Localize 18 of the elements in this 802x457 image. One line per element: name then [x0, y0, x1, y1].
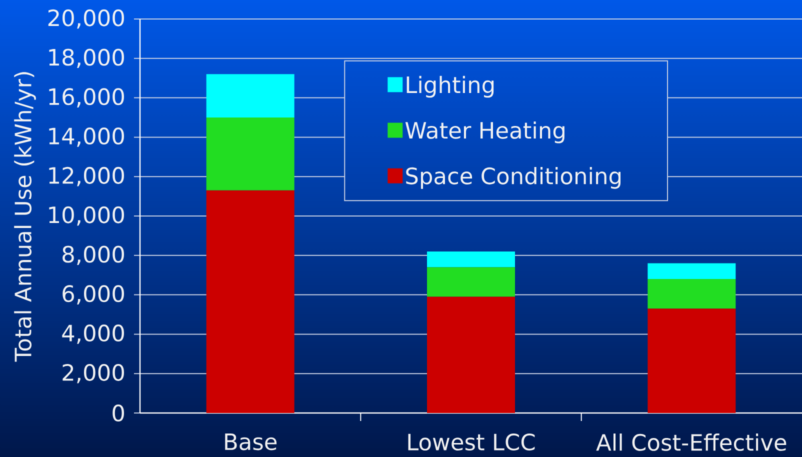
y-tick-label: 6,000 [62, 285, 124, 304]
y-tick-label: 18,000 [49, 48, 124, 68]
y-tick-label: 14,000 [49, 128, 124, 147]
y-tick-label: 4,000 [62, 324, 124, 344]
y-tick-label: 12,000 [49, 166, 124, 186]
legend-label: Space Conditioning [406, 167, 621, 189]
y-tick-label: 2,000 [62, 364, 124, 384]
x-tick-label: Lowest LCC [408, 434, 535, 451]
y-tick-label: 20,000 [48, 9, 124, 29]
y-tick-label: 8,000 [62, 246, 124, 266]
y-tick-label: 10,000 [49, 206, 124, 226]
y-axis-title: Total Annual Use (kWh/yr) [14, 72, 36, 362]
x-tick-label: All Cost-Effective [596, 434, 786, 451]
y-tick-label: 16,000 [49, 88, 124, 108]
legend-label: Water Heating [405, 121, 564, 144]
y-tick-label: 0 [112, 404, 124, 422]
legend-label: Lighting [406, 76, 494, 98]
x-tick-label: Base [225, 434, 277, 450]
